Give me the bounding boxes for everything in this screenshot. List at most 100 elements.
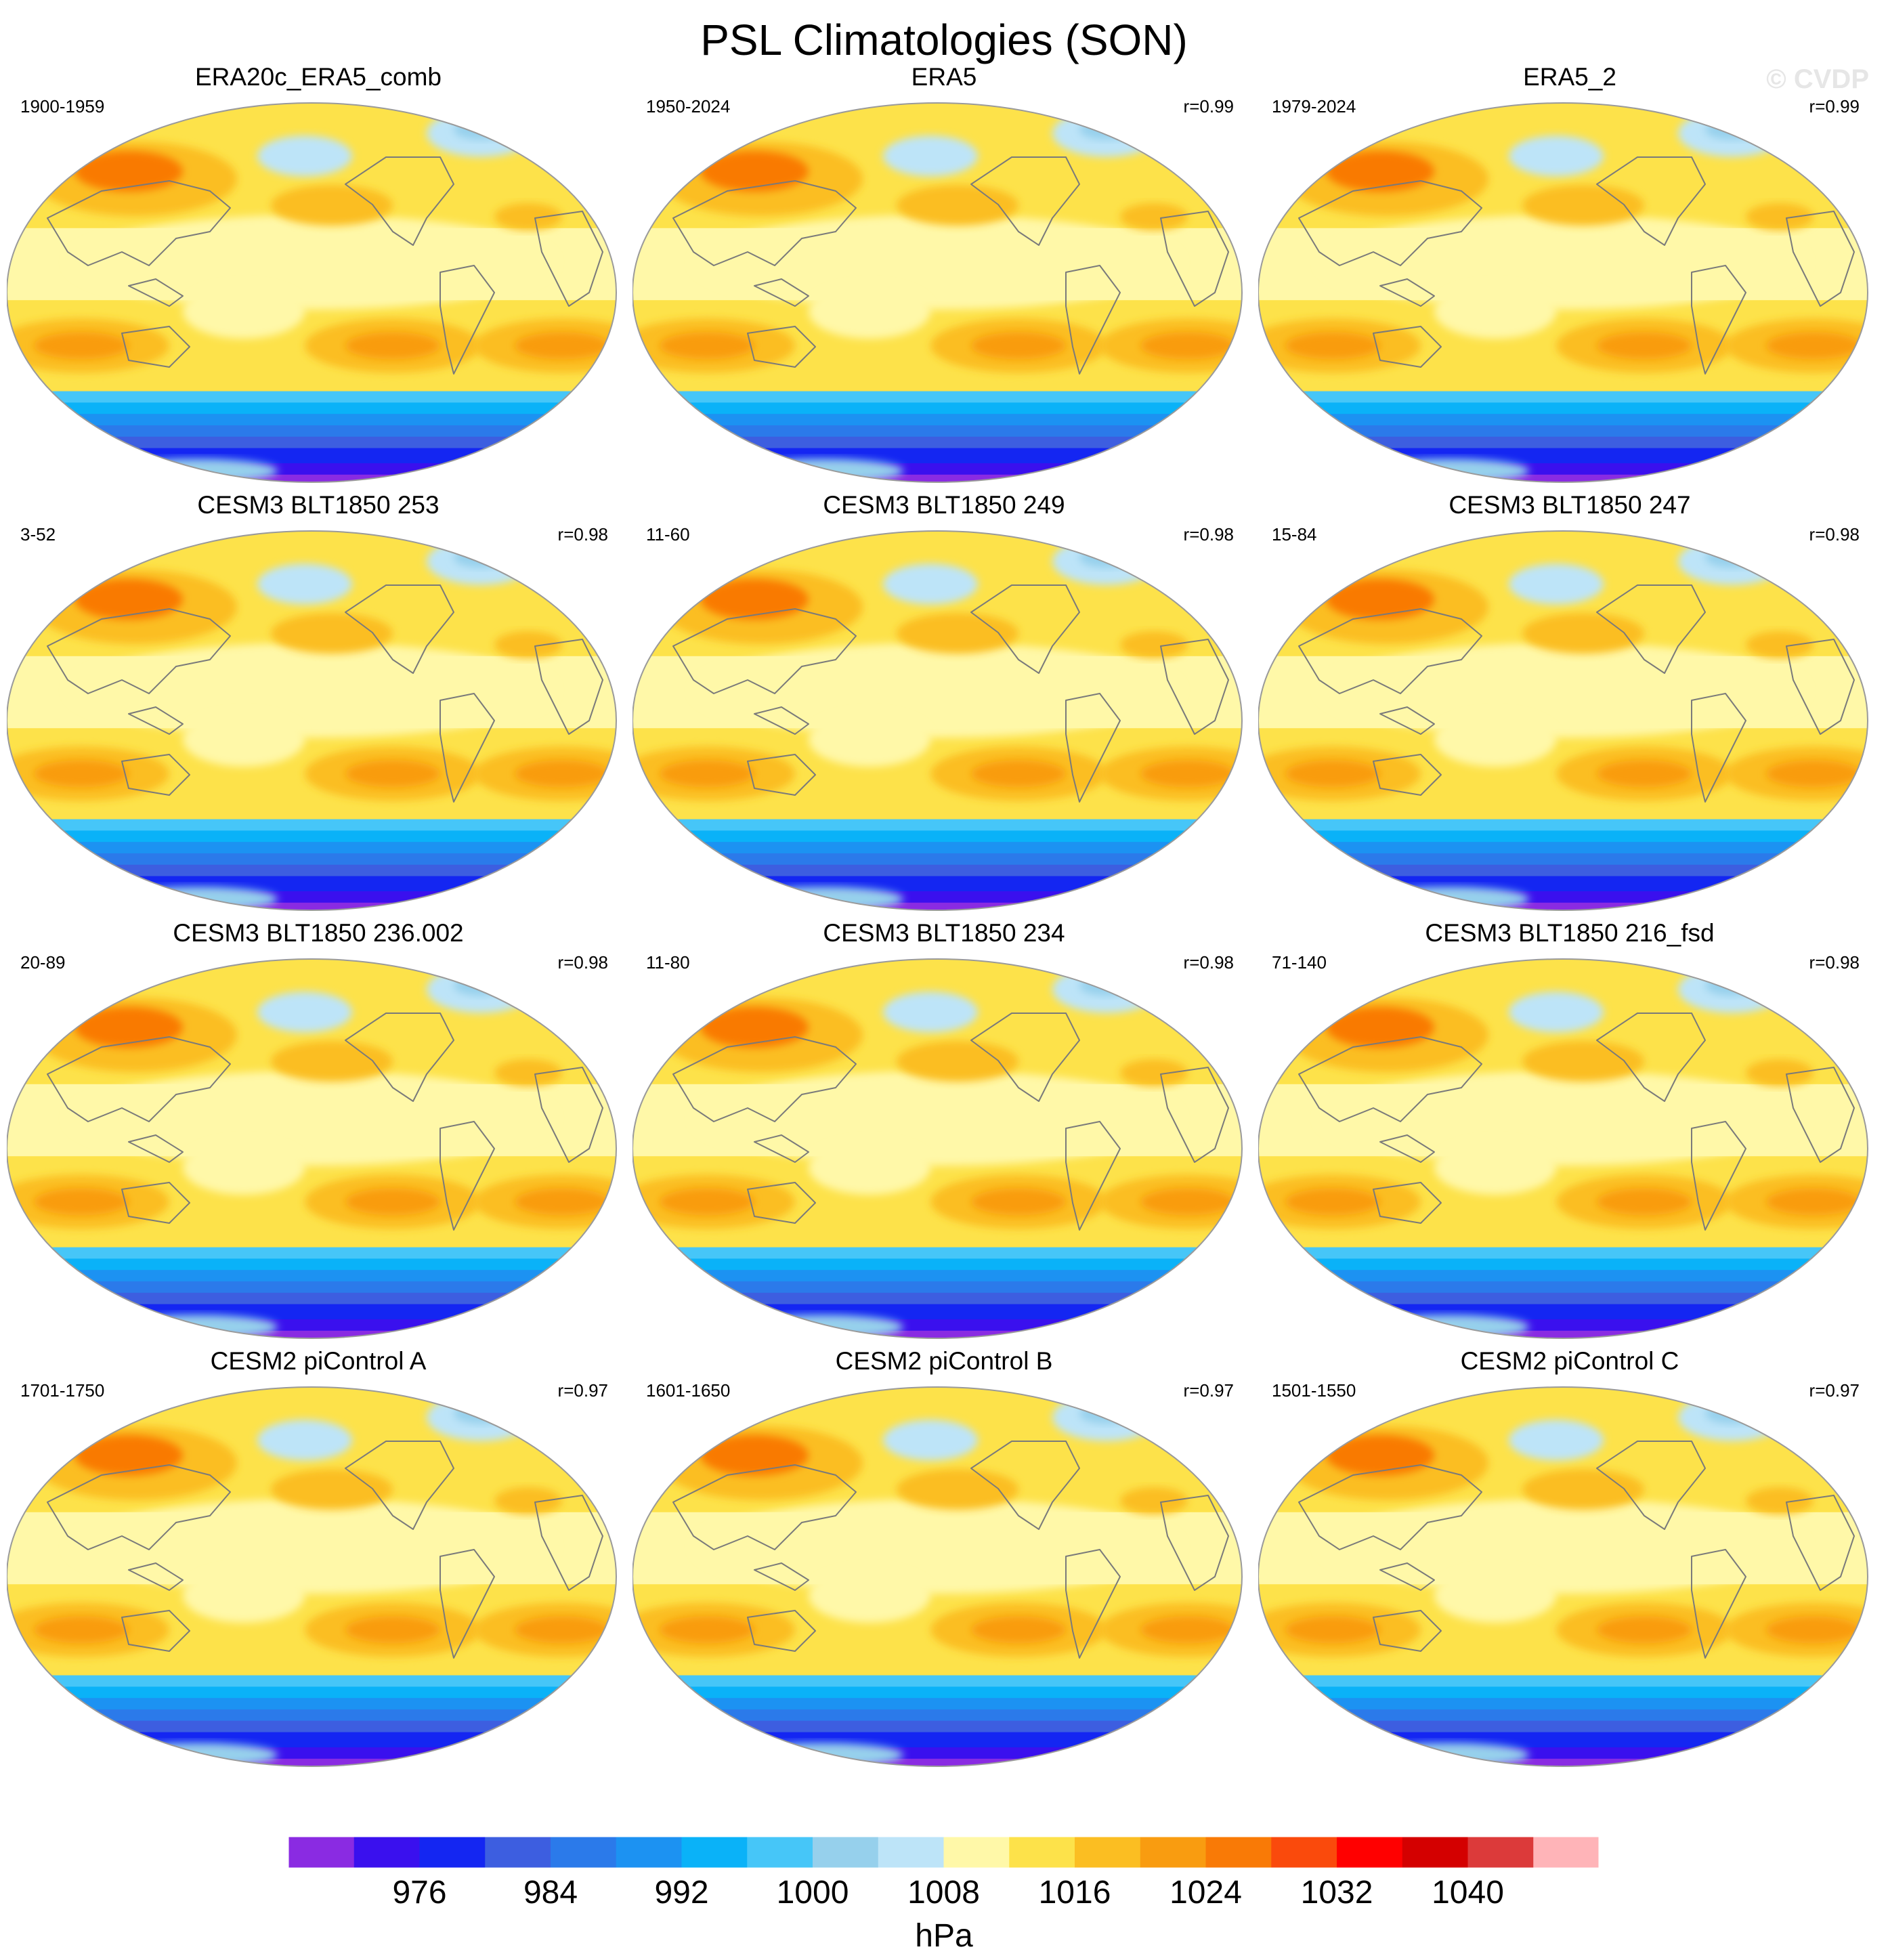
colorbar-units: hPa: [915, 1918, 973, 1954]
aleutian-low: [1509, 1420, 1604, 1461]
map-border: [7, 530, 617, 911]
colorbar-tick-label: 1024: [1170, 1875, 1242, 1911]
south-high-core-1: [345, 1616, 440, 1644]
australia-outline: [747, 1182, 816, 1224]
panel-years: 1501-1550: [1272, 1380, 1356, 1401]
north-atlantic-high: [1120, 1059, 1188, 1086]
panel-title: CESM2 piControl C: [1460, 1347, 1679, 1375]
north-america-outline: [970, 156, 1080, 246]
southern-ring-7: [632, 1758, 1242, 1766]
tropical-lobe: [1434, 1569, 1556, 1623]
maritime-outline: [1379, 1562, 1435, 1591]
south-high-core-2: [1140, 1616, 1235, 1644]
north-pacific-high: [271, 1041, 393, 1082]
north-atlantic-high: [494, 1487, 562, 1514]
maritime-outline: [754, 1134, 809, 1163]
aleutian-low: [257, 992, 352, 1033]
colorbar-swatch: [485, 1837, 551, 1868]
panel-title: ERA20c_ERA5_comb: [194, 63, 442, 91]
panel-pattern-correlation: r=0.99: [1183, 96, 1234, 116]
panel-pattern-correlation: r=0.98: [1183, 952, 1234, 973]
south-high-core-1: [971, 760, 1066, 788]
siberian-high-core: [74, 1006, 183, 1048]
africa-outline: [1160, 211, 1229, 307]
map-border: [7, 102, 617, 483]
south-america-outline: [439, 1549, 495, 1659]
south-high-core-2: [1140, 332, 1235, 360]
asia-outline: [47, 1464, 231, 1550]
aleutian-low: [257, 1420, 352, 1461]
siberian-high-core: [700, 1434, 809, 1476]
southern-ring-7: [1258, 474, 1868, 482]
maritime-outline: [754, 278, 809, 307]
south-america-outline: [1691, 693, 1746, 803]
tropical-pool: [68, 1499, 555, 1594]
africa-outline: [1160, 1067, 1229, 1163]
colorbar-swatch: [1205, 1837, 1272, 1868]
south-high-core-2: [515, 1616, 609, 1644]
africa-outline: [534, 1067, 603, 1163]
map-svg: [632, 958, 1243, 1339]
north-america-outline: [970, 1013, 1080, 1102]
north-america-outline: [1596, 1013, 1706, 1102]
tropical-lobe: [809, 1141, 930, 1195]
siberian-high-core: [1326, 578, 1434, 620]
tropical-pool: [1319, 1499, 1807, 1594]
south-high-core-1: [345, 1188, 440, 1216]
south-america-outline: [1065, 1549, 1121, 1659]
colorbar-tick-labels: 976 984 992 1000 1008 1016 1024 1032 1040: [392, 1875, 1503, 1911]
panel-pattern-correlation: r=0.98: [1809, 524, 1860, 545]
tropical-pool: [693, 643, 1181, 738]
north-pacific-high: [897, 185, 1018, 226]
north-america-outline: [345, 1441, 454, 1530]
aleutian-low: [883, 992, 978, 1033]
tropical-pool: [1319, 215, 1807, 310]
watermark: © CVDP: [1766, 64, 1869, 94]
south-high-core-2: [515, 760, 609, 788]
map-panel: CESM2 piControl A 1701-1750 r=0.97: [7, 1346, 630, 1773]
southern-ring-7: [7, 1330, 616, 1338]
colorbar-swatch: [551, 1837, 617, 1868]
colorbar-swatch: [616, 1837, 682, 1868]
colorbar-swatch: [1075, 1837, 1141, 1868]
north-america-outline: [1596, 156, 1706, 246]
australia-outline: [747, 1610, 816, 1652]
colorbar-swatch: [1271, 1837, 1337, 1868]
south-high-core-1: [971, 332, 1066, 360]
colorbar-swatch: [681, 1837, 748, 1868]
south-high-core-0: [34, 1616, 129, 1644]
colorbar-tick-label: 1008: [907, 1875, 980, 1911]
colorbar-swatch: [747, 1837, 813, 1868]
south-high-core-2: [1766, 332, 1861, 360]
siberian-high-core: [74, 150, 183, 192]
panel-years: 20-89: [20, 952, 66, 973]
tropical-lobe: [809, 284, 930, 339]
asia-outline: [672, 180, 857, 266]
colorbar-swatch: [1140, 1837, 1206, 1868]
siberian-high-core: [74, 578, 183, 620]
southern-ring-7: [1258, 1330, 1868, 1338]
north-pacific-high: [271, 613, 393, 654]
australia-outline: [1373, 754, 1442, 796]
siberian-high-core: [700, 578, 809, 620]
map-border: [632, 1386, 1243, 1767]
tropical-pool: [68, 1071, 555, 1166]
map-border: [1258, 102, 1868, 483]
south-high-core-2: [515, 332, 609, 360]
aleutian-low: [257, 563, 352, 605]
panel-years: 11-60: [646, 524, 690, 545]
map-panel: CESM3 BLT1850 234 11-80 r=0.98: [632, 918, 1256, 1345]
map-svg: [632, 102, 1243, 483]
colorbar-tick-label: 1040: [1432, 1875, 1504, 1911]
panel-title: CESM2 piControl B: [835, 1347, 1053, 1375]
panel-pattern-correlation: r=0.98: [1809, 952, 1860, 973]
map-border: [1258, 530, 1868, 911]
map-svg: [7, 102, 617, 483]
south-high-core-0: [1285, 1188, 1380, 1216]
panel-title: ERA5_2: [1523, 63, 1616, 91]
south-high-core-0: [1285, 760, 1380, 788]
colorbar-tick-label: 992: [654, 1875, 708, 1911]
north-atlantic-high: [1120, 1487, 1188, 1514]
panel-pattern-correlation: r=0.97: [1183, 1380, 1234, 1401]
colorbar-swatch: [419, 1837, 486, 1868]
